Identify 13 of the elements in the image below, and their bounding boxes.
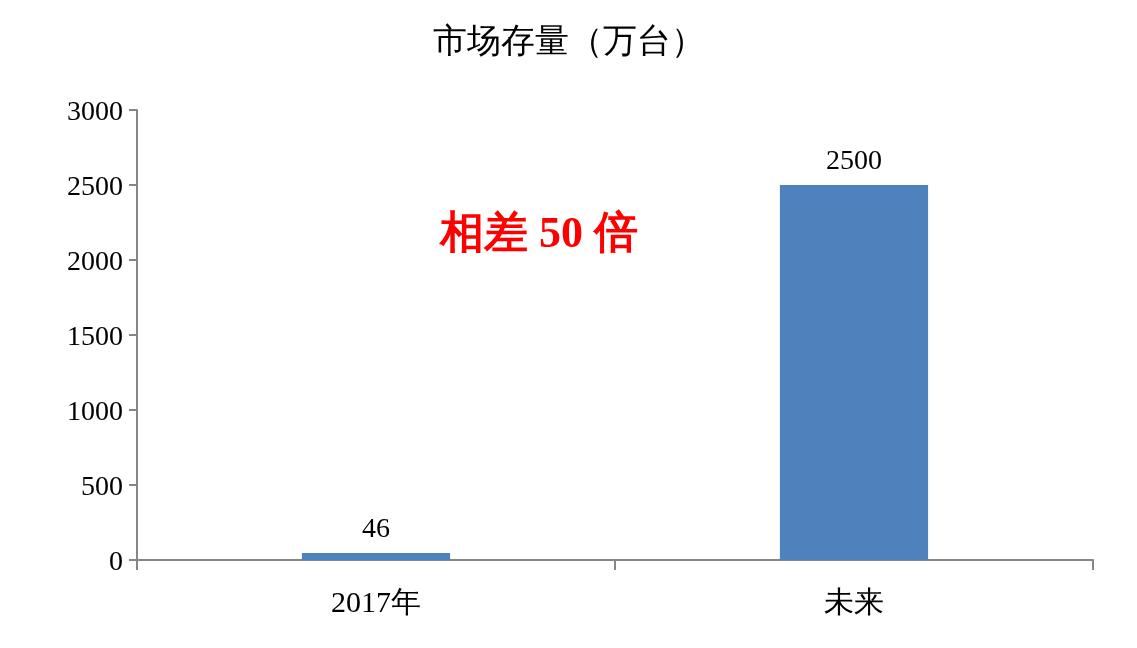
y-tick-label: 1000 <box>67 394 123 426</box>
x-tick-label: 未来 <box>824 584 884 618</box>
y-tick-label: 500 <box>81 469 123 501</box>
y-tick-label: 3000 <box>67 94 123 126</box>
y-tick-label: 2500 <box>67 169 123 201</box>
y-tick-label: 1500 <box>67 319 123 351</box>
data-label: 46 <box>362 511 390 543</box>
chart-title: 市场存量（万台） <box>432 21 705 59</box>
data-label: 2500 <box>826 143 882 175</box>
annotation: 相差 50 倍 <box>438 207 638 257</box>
y-tick-label: 0 <box>109 544 123 576</box>
y-tick-label: 2000 <box>67 244 123 276</box>
x-tick-label: 2017年 <box>331 584 421 618</box>
